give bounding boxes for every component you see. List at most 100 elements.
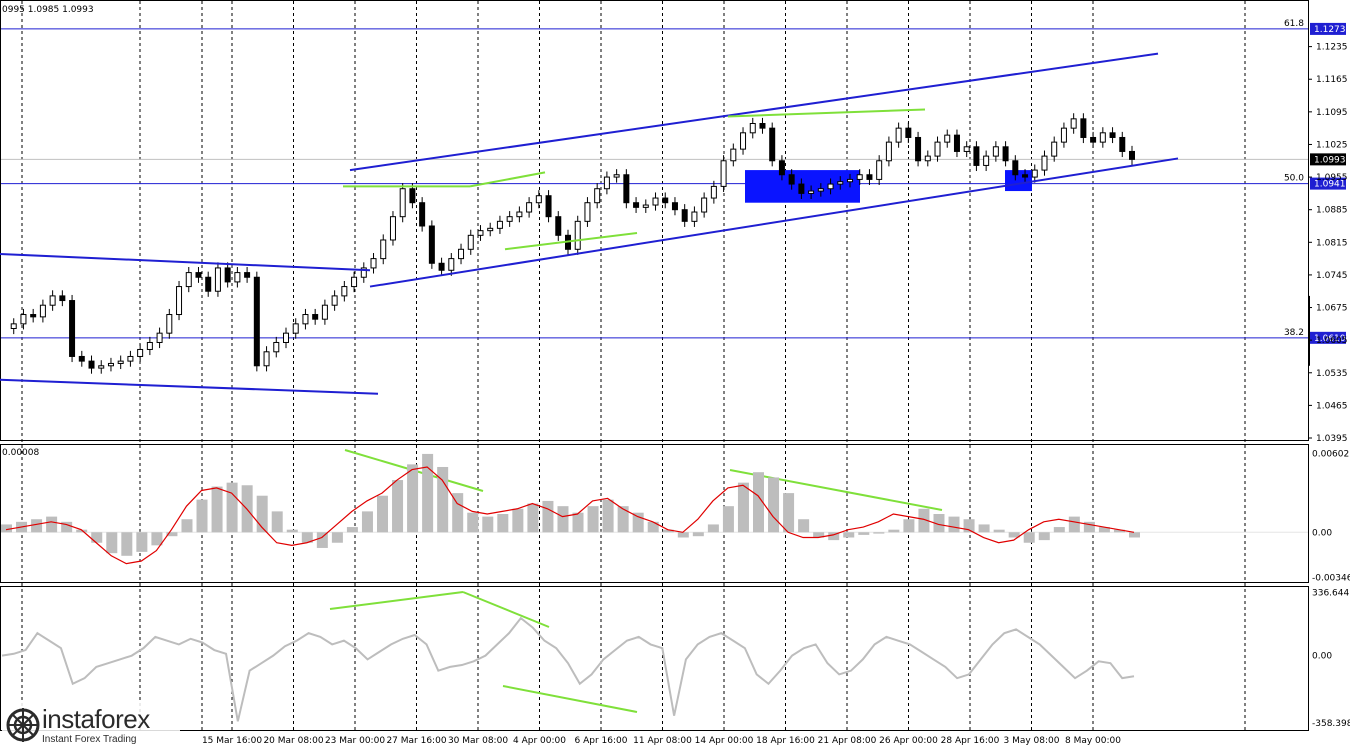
candle-body (613, 174, 620, 178)
candle-body (594, 188, 601, 204)
candle-body (399, 188, 406, 218)
candle-body (837, 181, 844, 185)
candle-body (477, 230, 484, 236)
candle-body (506, 216, 513, 222)
candle-body (671, 202, 678, 211)
macd-bar (76, 529, 88, 533)
candle-body (234, 272, 241, 283)
macd-y-tick-label: 0.00602 (1312, 450, 1349, 460)
candle-body (312, 314, 319, 320)
current-price-tag (1310, 153, 1346, 166)
candle-body (1119, 136, 1126, 152)
macd-bar (497, 514, 509, 533)
price-tag (1310, 331, 1346, 344)
macd-bar (1, 524, 12, 533)
candle-body (545, 195, 552, 218)
macd-bar (1098, 527, 1110, 533)
candle-body (321, 304, 328, 320)
candle-body (78, 355, 85, 362)
candle-body (847, 178, 853, 183)
cci-indicator (1, 616, 1135, 722)
candle-body (380, 239, 387, 260)
candle-body (1060, 127, 1067, 143)
price-candles (10, 113, 1310, 374)
candle-body (20, 314, 27, 325)
x-tick-label: 28 Apr 16:00 (941, 736, 1000, 746)
candle-body (185, 272, 192, 288)
candle-body (1002, 146, 1009, 162)
macd-bar (211, 486, 223, 533)
macd-bar (106, 532, 118, 554)
macd-y-tick-label: 0.00 (1312, 528, 1332, 538)
candle-body (107, 362, 114, 367)
candle-body (691, 211, 698, 222)
divergence-line (729, 469, 943, 511)
macd-bar (452, 493, 464, 533)
candle-body (156, 332, 163, 343)
candle-body (1099, 132, 1106, 143)
candle-body (827, 183, 834, 190)
x-tick-label: 20 Mar 08:00 (263, 736, 323, 746)
x-tick-label: 27 Mar 16:00 (386, 736, 446, 746)
candle-body (516, 211, 523, 218)
candle-body (924, 155, 931, 162)
macd-y-tick-label: -0.00346 (1312, 573, 1350, 583)
macd-bar (527, 503, 539, 533)
divergence-line (329, 591, 464, 610)
macd-bar (542, 500, 554, 533)
candle-body (769, 127, 776, 162)
y-tick-label: 1.1025 (1316, 140, 1348, 150)
macd-bar (963, 519, 975, 533)
candle-body (458, 248, 465, 260)
instaforex-logo: instaforex Instant Forex Trading (2, 702, 180, 748)
candle-body (1031, 169, 1038, 178)
candle-body (69, 300, 76, 357)
demand-zones (745, 170, 1032, 203)
macd-bar (1008, 532, 1020, 538)
cci-line (1, 616, 1135, 722)
candle-body (574, 220, 581, 250)
macd-bar (753, 472, 764, 533)
candle-body (866, 174, 873, 180)
macd-bar (1129, 532, 1140, 538)
macd-bar (707, 524, 719, 533)
macd-bar (843, 532, 855, 538)
y-tick-label: 1.0885 (1316, 206, 1348, 216)
candle-body (973, 146, 980, 166)
macd-panel-frame (0, 444, 1309, 583)
y-tick-label: 1.0675 (1316, 304, 1348, 314)
candle-body (98, 365, 105, 369)
candle-body (895, 127, 902, 143)
fibonacci-levels: 61.8 1.1273 50.0 1.0941 38.2 1.0610 1.0993 (1, 19, 1346, 344)
candle-body (642, 204, 649, 208)
candle-body (584, 202, 591, 222)
macd-bar (151, 532, 163, 546)
macd-bar (91, 532, 103, 543)
candle-body (778, 160, 785, 176)
logo-mark-icon (6, 708, 40, 742)
candle-body (662, 197, 669, 204)
y-tick-label: 1.1095 (1316, 108, 1348, 118)
cci-y-tick-label: 336.644 (1312, 589, 1349, 599)
channel-upper-line (349, 52, 1159, 172)
logo-tagline: Instant Forex Trading (42, 734, 137, 745)
current-price-label: 1.0993 (1314, 155, 1346, 165)
candle-body (740, 132, 747, 150)
macd-bar (1038, 532, 1050, 541)
demand-zone (1005, 170, 1032, 192)
logo-brand-text: instaforex (42, 704, 150, 734)
candle-body (166, 314, 173, 334)
cci-panel-frame (0, 586, 1309, 731)
y-tick-label: 1.1165 (1316, 75, 1348, 85)
candle-body (117, 360, 124, 364)
candle-body (603, 176, 610, 190)
price-axis: 1.1235 1.1165 1.1095 1.1025 1.0955 1.0885 1.08… (1308, 43, 1350, 729)
candle-body (351, 276, 358, 288)
candle-body (905, 127, 912, 138)
macd-bar (316, 532, 328, 548)
candle-body (496, 220, 503, 229)
price-tag (1310, 177, 1346, 190)
macd-bar (722, 506, 734, 533)
trend-channels (0, 52, 1179, 395)
candle-body (953, 134, 960, 152)
